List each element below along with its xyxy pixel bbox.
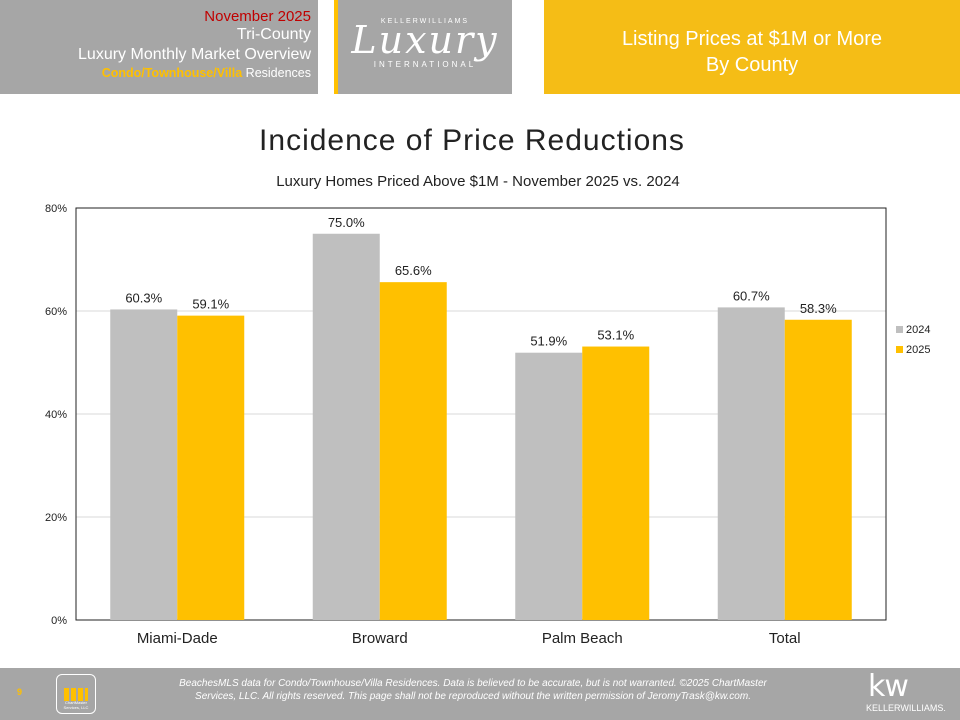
bar [582, 346, 650, 620]
disclaimer-line-1: BeachesMLS data for Condo/Townhouse/Vill… [179, 678, 767, 689]
x-tick-label: Broward [352, 630, 408, 647]
footer-disclaimer: BeachesMLS data for Condo/Townhouse/Vill… [118, 677, 828, 703]
legend-swatch [896, 326, 903, 333]
data-label: 75.0% [328, 215, 365, 230]
legend-swatch [896, 346, 903, 353]
segment-suffix: Residences [242, 66, 311, 80]
x-tick-label: Total [769, 630, 801, 647]
y-tick-label: 40% [45, 409, 67, 421]
disclaimer-line-2: Services, LLC. All rights reserved. This… [195, 691, 751, 702]
chartmaster-logo: ChartMaster Services, LLC [56, 674, 96, 714]
chartmaster-label: ChartMaster Services, LLC [63, 700, 89, 710]
legend-label: 2024 [906, 324, 930, 336]
data-label: 60.3% [125, 290, 162, 305]
data-label: 51.9% [530, 334, 567, 349]
bar [379, 282, 447, 620]
kw-logo: kw [868, 669, 909, 704]
header-left-panel: November 2025 Tri-County Luxury Monthly … [0, 0, 318, 94]
header-right-line1: Listing Prices at $1M or More [621, 28, 883, 50]
y-tick-label: 20% [45, 512, 67, 524]
report-region: Tri-County [236, 26, 311, 43]
bar [515, 352, 583, 620]
x-tick-label: Miami-Dade [137, 630, 218, 647]
data-label: 65.6% [395, 263, 432, 278]
bar [717, 307, 785, 620]
bar [110, 309, 178, 620]
report-segment: Condo/Townhouse/Villa Residences [0, 65, 311, 81]
logo-brand-sub: INTERNATIONAL [373, 60, 477, 69]
page-number: 9 [17, 687, 23, 697]
kw-name: KELLERWILLIAMS. [866, 703, 946, 713]
bar [177, 315, 245, 620]
logo-brand-script: Luxury [351, 18, 499, 62]
header-right-panel: Listing Prices at $1M or More By County [544, 0, 960, 94]
bar [312, 233, 380, 620]
x-tick-label: Palm Beach [542, 630, 623, 647]
luxury-international-logo: KELLERWILLIAMS Luxury INTERNATIONAL [338, 0, 512, 94]
chartmaster-bars-icon [64, 688, 88, 701]
bar [784, 319, 852, 620]
data-label: 58.3% [800, 301, 837, 316]
bar-chart: 0% 20% 40% 60% 80% 60.3% 59.1% Miami-Dade 75.0% 6… [45, 203, 931, 647]
data-label: 60.7% [733, 288, 770, 303]
segment-highlight: Condo/Townhouse/Villa [101, 66, 243, 80]
header-right-line2: By County [705, 54, 799, 76]
report-month: November 2025 [204, 8, 311, 25]
legend-label: 2025 [906, 344, 930, 356]
report-title: Luxury Monthly Market Overview [78, 46, 311, 63]
header-divider [334, 0, 338, 94]
data-label: 53.1% [597, 328, 634, 343]
footer: 9 ChartMaster Services, LLC BeachesMLS d… [0, 668, 960, 720]
plot-area [75, 207, 887, 621]
chart-title: Incidence of Price Reductions [259, 124, 685, 157]
logo-brand-small: KELLERWILLIAMS [380, 18, 470, 25]
y-tick-label: 60% [45, 306, 67, 318]
data-label: 59.1% [192, 297, 229, 312]
y-tick-label: 0% [51, 615, 67, 627]
y-tick-label: 80% [45, 203, 67, 215]
chart-subtitle: Luxury Homes Priced Above $1M - November… [276, 173, 680, 190]
